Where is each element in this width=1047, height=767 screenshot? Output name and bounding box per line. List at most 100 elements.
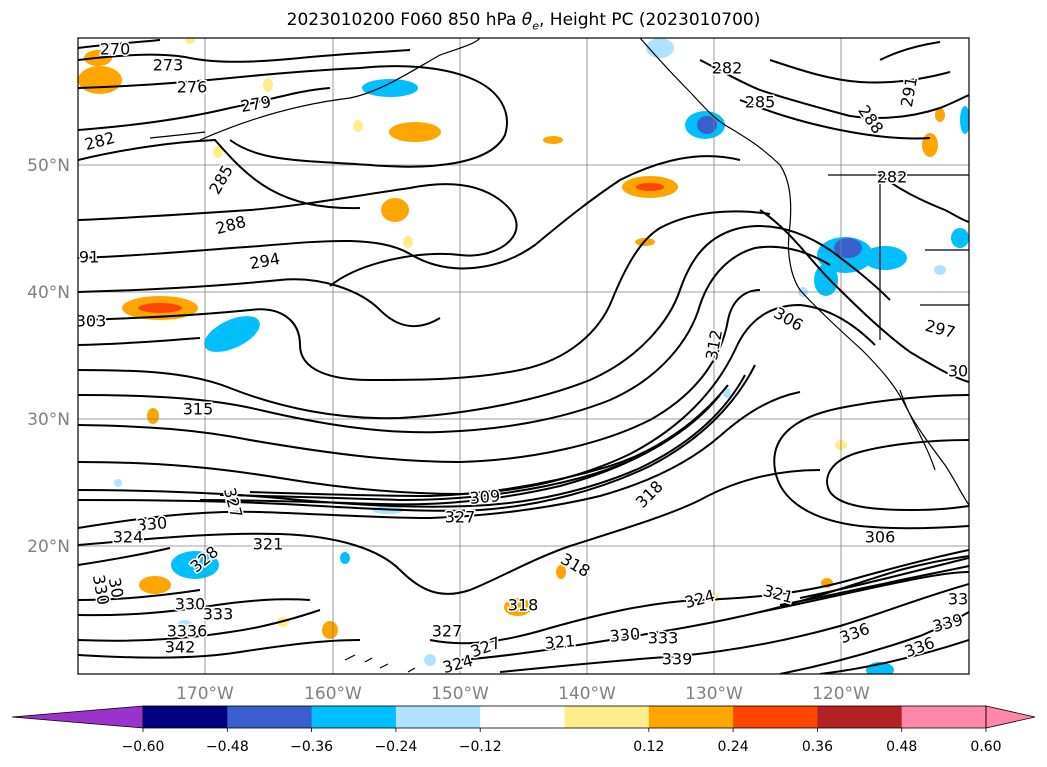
contour-label: 306 [865, 528, 896, 547]
contour-label: 318 [508, 596, 539, 615]
contour-label: 324 [113, 528, 144, 547]
positive-anomaly [138, 303, 182, 313]
positive-anomaly [543, 136, 563, 144]
colorbar-segment [648, 706, 734, 728]
colorbar-tick-label: 0.60 [970, 739, 1001, 755]
colorbar-extend-low [11, 705, 144, 729]
lon-tick-label: 150°W [431, 684, 489, 704]
negative-anomaly [171, 551, 219, 579]
map-frame [77, 37, 970, 675]
colorbar-tick-label: 0.48 [886, 739, 917, 755]
negative-anomaly [204, 316, 260, 352]
colorbar-segment [733, 706, 818, 728]
contour-label: 282 [712, 59, 743, 78]
colorbar: −0.60 −0.48 −0.36 −0.24 −0.12 0.12 0.24 0.36 0.4… [11, 705, 1036, 755]
negative-anomaly [934, 265, 946, 275]
contour-label: 327 [445, 508, 476, 527]
contour-label: 342 [165, 638, 196, 657]
colorbar-extend-high [985, 705, 1036, 729]
lon-tick-label: 130°W [685, 684, 743, 704]
colorbar-tick-label: 0.12 [633, 739, 664, 755]
positive-anomaly [322, 621, 338, 639]
colorbar-tick-label: 0.36 [802, 739, 833, 755]
negative-anomaly [646, 38, 674, 58]
theta-e-contours [78, 39, 969, 674]
colorbar-segment [395, 706, 481, 728]
colorbar-segment [227, 706, 313, 728]
latitude-tick-labels: 50°N 40°N 30°N 20°N [27, 156, 70, 557]
positive-anomaly [213, 146, 223, 158]
contour-label: 309 [469, 486, 501, 508]
negative-anomaly [814, 264, 838, 296]
positive-anomaly [403, 236, 413, 248]
contour-label: 336 [177, 622, 208, 641]
colorbar-segment [480, 706, 565, 728]
contour-label: 315 [183, 400, 214, 419]
negative-anomaly [723, 388, 731, 398]
positive-anomaly [263, 78, 273, 92]
contour-label: 333 [203, 605, 234, 624]
colorbar-segment [817, 706, 903, 728]
lat-tick-label: 20°N [27, 537, 70, 557]
map-panel [78, 38, 969, 674]
colorbar-segment [311, 706, 397, 728]
map-title: 2023010200 F060 850 hPa θe, Height PC (2… [286, 10, 761, 33]
contour-label: 321 [761, 581, 795, 607]
contour-label: 33 [948, 590, 968, 609]
gridlines [78, 38, 969, 674]
positive-anomaly [504, 598, 532, 616]
contour-label: 270 [100, 40, 131, 59]
lat-tick-label: 40°N [27, 283, 70, 303]
contour-label: 339 [662, 650, 693, 669]
negative-anomaly [177, 620, 193, 632]
contour-label: 282 [877, 168, 908, 187]
positive-anomaly [381, 198, 409, 222]
colorbar-tick-label: −0.60 [122, 739, 165, 755]
lon-tick-label: 170°W [176, 684, 234, 704]
negative-anomaly [362, 79, 418, 97]
negative-anomaly [114, 479, 122, 487]
lon-tick-label: 120°W [812, 684, 870, 704]
colorbar-tick-label: −0.36 [290, 739, 333, 755]
contour-label: 276 [177, 78, 208, 97]
positive-anomaly [353, 120, 363, 132]
positive-anomaly [78, 66, 122, 94]
contour-label: 303 [76, 312, 107, 331]
colorbar-tick-label: −0.12 [459, 739, 502, 755]
contour-label: 291 [69, 248, 100, 267]
contour-label: 324 [441, 651, 475, 677]
positive-anomaly [389, 122, 441, 142]
negative-anomaly [960, 106, 969, 134]
lat-tick-label: 30°N [27, 410, 70, 430]
colorbar-tick-label: −0.48 [206, 739, 249, 755]
contour-label: 273 [153, 56, 184, 75]
longitude-tick-labels: 170°W 160°W 150°W 140°W 130°W 120°W [176, 684, 870, 704]
contour-label: 30 [948, 362, 968, 381]
coastlines [149, 38, 969, 673]
positive-anomaly [139, 576, 171, 594]
contour-label: 339 [167, 622, 198, 641]
negative-anomaly [697, 116, 717, 134]
lon-tick-label: 140°W [558, 684, 616, 704]
contour-label: 330 [136, 513, 168, 535]
contour-label: 327 [432, 622, 463, 641]
colorbar-segment [564, 706, 650, 728]
negative-anomaly [863, 246, 907, 270]
positive-anomaly [935, 108, 945, 122]
contour-label: 321 [544, 631, 576, 653]
contour-label: 321 [253, 535, 284, 554]
positive-anomaly [556, 565, 566, 579]
colorbar-frame [142, 705, 987, 729]
colorbar-segment [143, 706, 228, 728]
contour-label: 30 [105, 576, 127, 599]
negative-anomaly [951, 228, 969, 248]
positive-anomaly [147, 408, 159, 424]
negative-anomaly [424, 654, 436, 666]
contour-label: 333 [648, 629, 679, 648]
contour-label: 285 [745, 93, 776, 112]
lon-tick-label: 160°W [304, 684, 362, 704]
positive-anomaly [636, 183, 664, 191]
colorbar-tick-label: −0.24 [374, 739, 417, 755]
colorbar-segment [901, 706, 987, 728]
